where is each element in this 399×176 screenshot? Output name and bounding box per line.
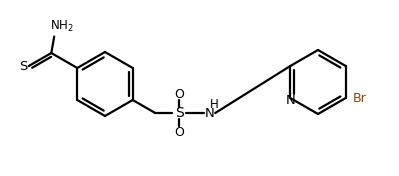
Text: H: H: [210, 98, 219, 111]
Text: N: N: [285, 93, 295, 106]
Text: O: O: [174, 125, 184, 139]
Text: Br: Br: [353, 92, 367, 105]
Text: O: O: [174, 87, 184, 100]
Text: NH$_2$: NH$_2$: [50, 19, 74, 34]
Text: N: N: [204, 106, 214, 120]
Text: S: S: [175, 106, 184, 120]
Text: S: S: [20, 59, 28, 73]
